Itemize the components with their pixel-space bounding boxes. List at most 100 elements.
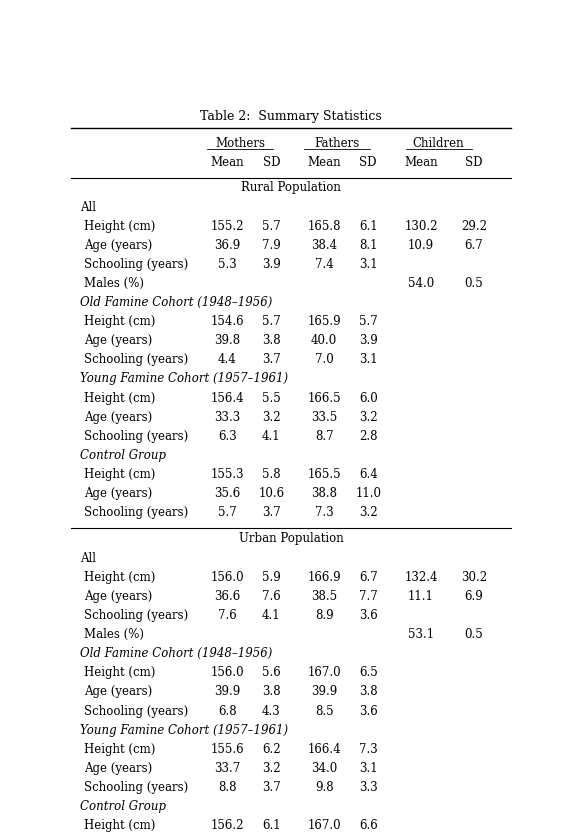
- Text: 7.7: 7.7: [359, 590, 378, 603]
- Text: 38.4: 38.4: [311, 239, 337, 252]
- Text: Age (years): Age (years): [84, 487, 152, 500]
- Text: All: All: [80, 552, 96, 565]
- Text: Height (cm): Height (cm): [84, 571, 156, 584]
- Text: 7.3: 7.3: [359, 743, 378, 756]
- Text: 3.7: 3.7: [262, 506, 281, 519]
- Text: Table 2:  Summary Statistics: Table 2: Summary Statistics: [201, 110, 382, 123]
- Text: 8.1: 8.1: [359, 239, 377, 252]
- Text: Height (cm): Height (cm): [84, 666, 156, 680]
- Text: Control Group: Control Group: [80, 449, 166, 462]
- Text: Age (years): Age (years): [84, 590, 152, 603]
- Text: Height (cm): Height (cm): [84, 392, 156, 404]
- Text: 36.6: 36.6: [214, 590, 240, 603]
- Text: Control Group: Control Group: [80, 800, 166, 813]
- Text: Males (%): Males (%): [84, 277, 144, 290]
- Text: Old Famine Cohort (1948–1956): Old Famine Cohort (1948–1956): [80, 296, 272, 309]
- Text: All: All: [80, 201, 96, 214]
- Text: 3.7: 3.7: [262, 781, 281, 794]
- Text: 4.1: 4.1: [262, 609, 281, 622]
- Text: 156.0: 156.0: [211, 571, 244, 584]
- Text: Height (cm): Height (cm): [84, 819, 156, 832]
- Text: 38.8: 38.8: [311, 487, 337, 500]
- Text: 3.8: 3.8: [262, 334, 281, 347]
- Text: 7.4: 7.4: [315, 258, 333, 271]
- Text: 165.9: 165.9: [307, 315, 341, 329]
- Text: 3.2: 3.2: [359, 410, 378, 424]
- Text: 3.1: 3.1: [359, 258, 378, 271]
- Text: 3.6: 3.6: [359, 609, 378, 622]
- Text: Fathers: Fathers: [315, 137, 360, 150]
- Text: Height (cm): Height (cm): [84, 220, 156, 233]
- Text: 7.0: 7.0: [315, 354, 333, 366]
- Text: 30.2: 30.2: [461, 571, 487, 584]
- Text: 3.1: 3.1: [359, 761, 378, 775]
- Text: 8.8: 8.8: [218, 781, 236, 794]
- Text: 7.9: 7.9: [262, 239, 281, 252]
- Text: 29.2: 29.2: [461, 220, 487, 233]
- Text: Schooling (years): Schooling (years): [84, 258, 189, 271]
- Text: Mean: Mean: [211, 156, 244, 168]
- Text: 155.3: 155.3: [211, 468, 244, 481]
- Text: Schooling (years): Schooling (years): [84, 354, 189, 366]
- Text: 7.6: 7.6: [218, 609, 237, 622]
- Text: 53.1: 53.1: [408, 628, 434, 641]
- Text: 0.5: 0.5: [465, 277, 483, 290]
- Text: 4.3: 4.3: [262, 705, 281, 717]
- Text: Mean: Mean: [404, 156, 438, 168]
- Text: 6.5: 6.5: [359, 666, 378, 680]
- Text: Age (years): Age (years): [84, 686, 152, 699]
- Text: Schooling (years): Schooling (years): [84, 705, 189, 717]
- Text: 5.8: 5.8: [262, 468, 281, 481]
- Text: 40.0: 40.0: [311, 334, 337, 347]
- Text: Height (cm): Height (cm): [84, 743, 156, 756]
- Text: 6.1: 6.1: [262, 819, 281, 832]
- Text: 5.7: 5.7: [262, 315, 281, 329]
- Text: 5.3: 5.3: [218, 258, 237, 271]
- Text: Schooling (years): Schooling (years): [84, 781, 189, 794]
- Text: 36.9: 36.9: [214, 239, 240, 252]
- Text: SD: SD: [360, 156, 377, 168]
- Text: 155.2: 155.2: [211, 220, 244, 233]
- Text: 3.1: 3.1: [359, 354, 378, 366]
- Text: Height (cm): Height (cm): [84, 315, 156, 329]
- Text: 165.5: 165.5: [307, 468, 341, 481]
- Text: 166.5: 166.5: [307, 392, 341, 404]
- Text: 3.8: 3.8: [262, 686, 281, 699]
- Text: 5.7: 5.7: [218, 506, 237, 519]
- Text: Age (years): Age (years): [84, 239, 152, 252]
- Text: 6.0: 6.0: [359, 392, 378, 404]
- Text: Mothers: Mothers: [215, 137, 265, 150]
- Text: Young Famine Cohort (1957–1961): Young Famine Cohort (1957–1961): [80, 373, 288, 385]
- Text: Schooling (years): Schooling (years): [84, 609, 189, 622]
- Text: 6.6: 6.6: [359, 819, 378, 832]
- Text: 154.6: 154.6: [211, 315, 244, 329]
- Text: 5.5: 5.5: [262, 392, 281, 404]
- Text: 3.9: 3.9: [359, 334, 378, 347]
- Text: 33.3: 33.3: [214, 410, 240, 424]
- Text: Young Famine Cohort (1957–1961): Young Famine Cohort (1957–1961): [80, 724, 288, 736]
- Text: 3.6: 3.6: [359, 705, 378, 717]
- Text: Height (cm): Height (cm): [84, 468, 156, 481]
- Text: 10.9: 10.9: [408, 239, 434, 252]
- Text: 6.9: 6.9: [465, 590, 483, 603]
- Text: 8.7: 8.7: [315, 430, 333, 443]
- Text: 156.2: 156.2: [211, 819, 244, 832]
- Text: Schooling (years): Schooling (years): [84, 430, 189, 443]
- Text: 155.6: 155.6: [211, 743, 244, 756]
- Text: 4.4: 4.4: [218, 354, 237, 366]
- Text: 11.1: 11.1: [408, 590, 434, 603]
- Text: 3.2: 3.2: [359, 506, 378, 519]
- Text: 3.2: 3.2: [262, 761, 281, 775]
- Text: Age (years): Age (years): [84, 761, 152, 775]
- Text: 3.3: 3.3: [359, 781, 378, 794]
- Text: 11.0: 11.0: [355, 487, 381, 500]
- Text: 0.5: 0.5: [465, 628, 483, 641]
- Text: Mean: Mean: [307, 156, 341, 168]
- Text: 166.9: 166.9: [307, 571, 341, 584]
- Text: 6.1: 6.1: [359, 220, 378, 233]
- Text: 165.8: 165.8: [307, 220, 341, 233]
- Text: 3.7: 3.7: [262, 354, 281, 366]
- Text: 3.2: 3.2: [262, 410, 281, 424]
- Text: SD: SD: [262, 156, 280, 168]
- Text: 38.5: 38.5: [311, 590, 337, 603]
